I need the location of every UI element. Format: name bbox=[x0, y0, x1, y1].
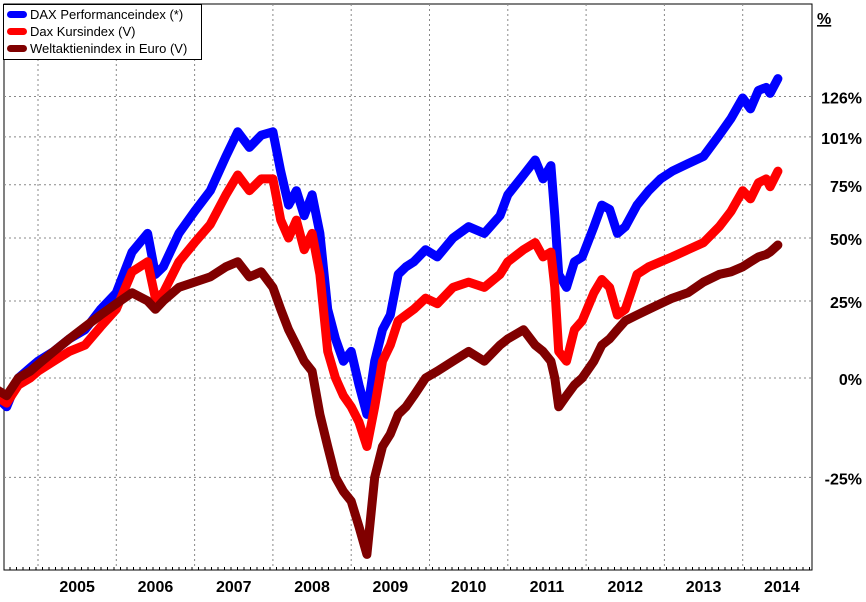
x-tick-label: 2010 bbox=[451, 579, 487, 596]
legend-label: DAX Performanceindex (*) bbox=[30, 7, 184, 22]
plot-frame bbox=[3, 3, 813, 571]
series-line bbox=[0, 240, 783, 559]
legend-swatch bbox=[7, 28, 27, 35]
series-line bbox=[0, 166, 783, 451]
legend-swatch bbox=[7, 11, 27, 18]
legend-item: DAX Performanceindex (*) bbox=[7, 6, 198, 23]
series-line bbox=[0, 74, 783, 419]
y-tick-label: 75% bbox=[830, 179, 862, 196]
legend-label: Dax Kursindex (V) bbox=[30, 24, 136, 39]
x-tick-label: 2011 bbox=[530, 579, 565, 596]
x-tick-label: 2013 bbox=[686, 579, 722, 596]
legend-item: Weltaktienindex in Euro (V) bbox=[7, 40, 198, 57]
x-tick-label: 2014 bbox=[764, 579, 800, 596]
y-tick-label: -25% bbox=[825, 471, 862, 488]
legend: DAX Performanceindex (*) Dax Kursindex (V… bbox=[3, 4, 202, 60]
y-tick-label: 101% bbox=[821, 131, 862, 148]
y-tick-label: 25% bbox=[830, 295, 862, 312]
x-tick-label: 2008 bbox=[294, 579, 330, 596]
legend-item: Dax Kursindex (V) bbox=[7, 23, 198, 40]
x-tick-label: 2007 bbox=[216, 579, 252, 596]
y-tick-label: 50% bbox=[830, 232, 862, 249]
x-tick-label: 2009 bbox=[373, 579, 409, 596]
legend-swatch bbox=[7, 45, 27, 52]
series-layer bbox=[0, 74, 783, 559]
x-tick-label: 2012 bbox=[607, 579, 643, 596]
y-tick-label: 0% bbox=[839, 372, 862, 389]
y-axis-labels: -25% 0% 25% 50% 75% 101% 126% bbox=[821, 90, 862, 488]
grid-lines bbox=[4, 4, 812, 570]
x-tick-label: 2006 bbox=[138, 579, 174, 596]
y-tick-label: 126% bbox=[821, 90, 862, 107]
x-tick-label: 2005 bbox=[59, 579, 95, 596]
legend-label: Weltaktienindex in Euro (V) bbox=[30, 41, 188, 56]
x-axis-labels: 2005 2006 2007 2008 2009 2010 2011 2012 2013 2014 bbox=[9, 567, 810, 596]
y-axis-unit-label: % bbox=[817, 11, 831, 28]
